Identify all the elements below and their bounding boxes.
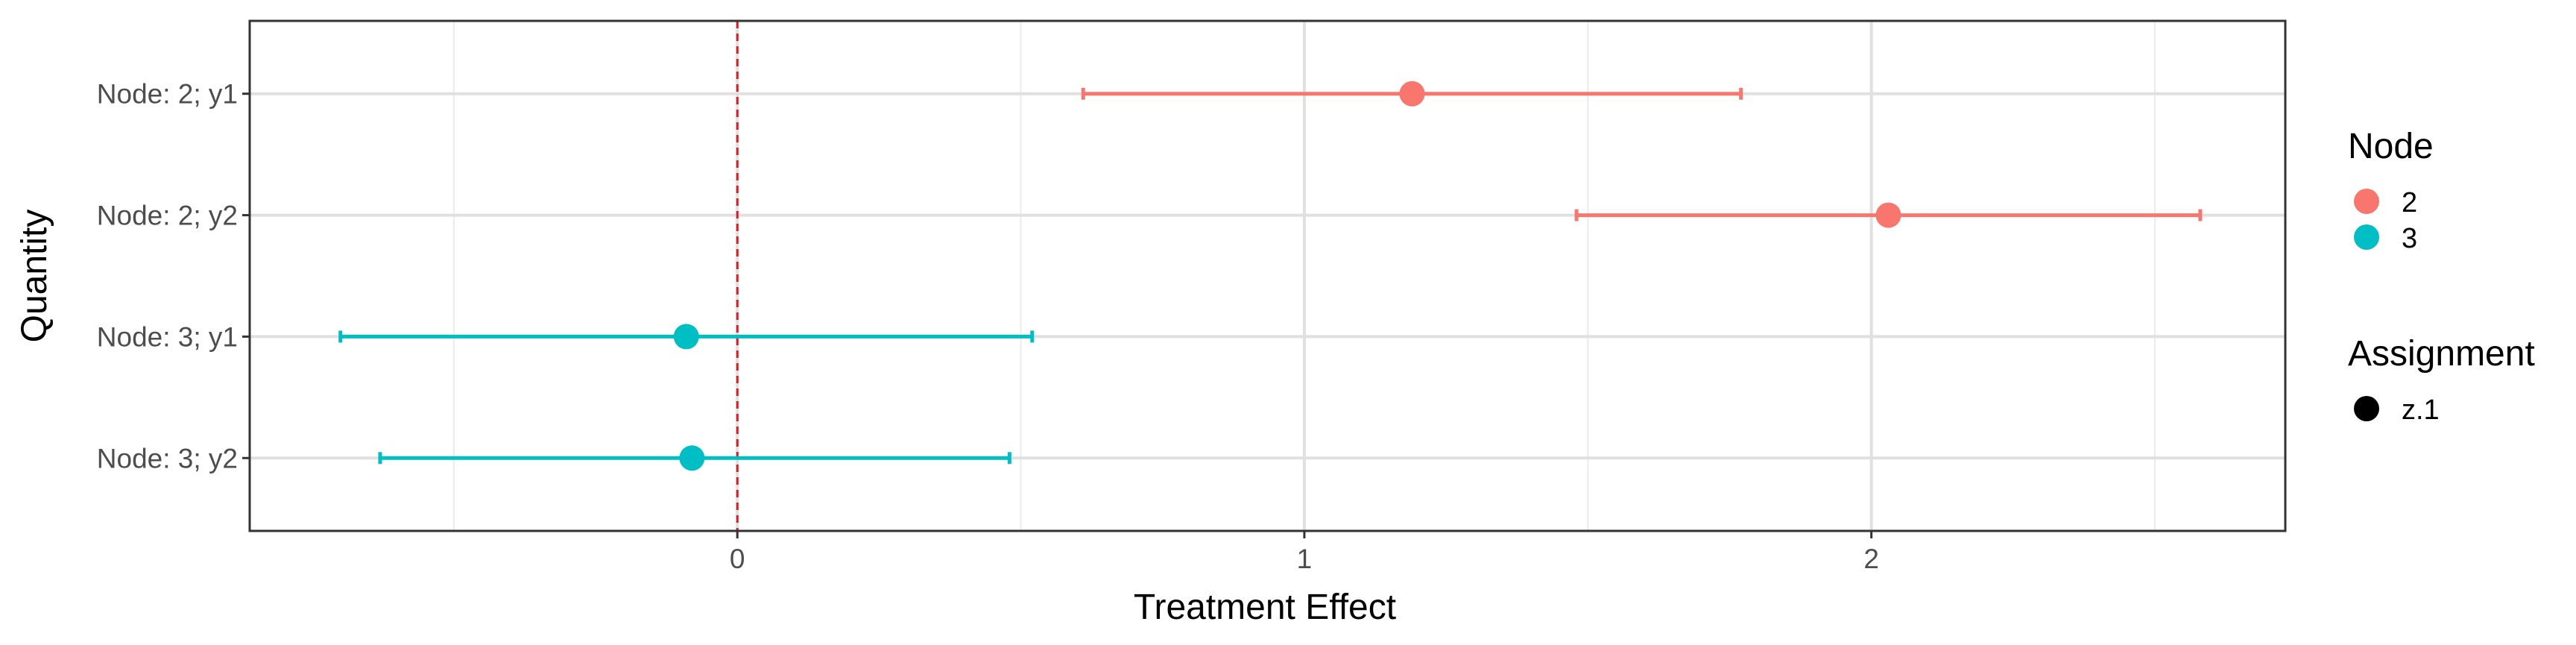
legend-node-3-label: 3 — [2402, 223, 2417, 254]
x-axis-title: Treatment Effect — [1134, 588, 1396, 627]
legend-node-2-dot — [2354, 189, 2379, 214]
point-node-3-y2 — [679, 445, 705, 471]
y-tick-label: Node: 2; y1 — [97, 79, 238, 110]
y-tick-label: Node: 3; y1 — [97, 321, 238, 352]
y-tick-label: Node: 2; y2 — [97, 201, 238, 231]
point-node-3-y1 — [673, 324, 699, 350]
point-node-2-y1 — [1399, 81, 1425, 107]
x-tick-label: 1 — [1297, 544, 1313, 574]
legend-node-2-label: 2 — [2402, 187, 2417, 218]
legend-assignment-title: Assignment — [2348, 334, 2535, 374]
x-tick-label: 2 — [1863, 544, 1879, 574]
y-tick-labels: Node: 2; y1 Node: 2; y2 Node: 3; y1 Node: 3… — [97, 79, 238, 474]
axis-ticks — [242, 92, 1873, 538]
y-tick-label: Node: 3; y2 — [97, 443, 238, 473]
x-tick-label: 0 — [730, 544, 745, 574]
legend-node-title: Node — [2348, 127, 2434, 166]
point-estimates — [673, 81, 1901, 471]
x-tick-labels: 0 1 2 — [730, 544, 1879, 574]
legend: Node 2 3 Assignment z.1 — [2348, 127, 2535, 426]
point-node-2-y2 — [1875, 202, 1901, 228]
legend-assignment-z1-label: z.1 — [2402, 394, 2440, 426]
legend-assignment-z1-dot — [2354, 396, 2379, 421]
y-axis-title: Quantity — [15, 210, 54, 343]
legend-node-3-dot — [2354, 224, 2379, 250]
panel-border — [248, 19, 2287, 532]
